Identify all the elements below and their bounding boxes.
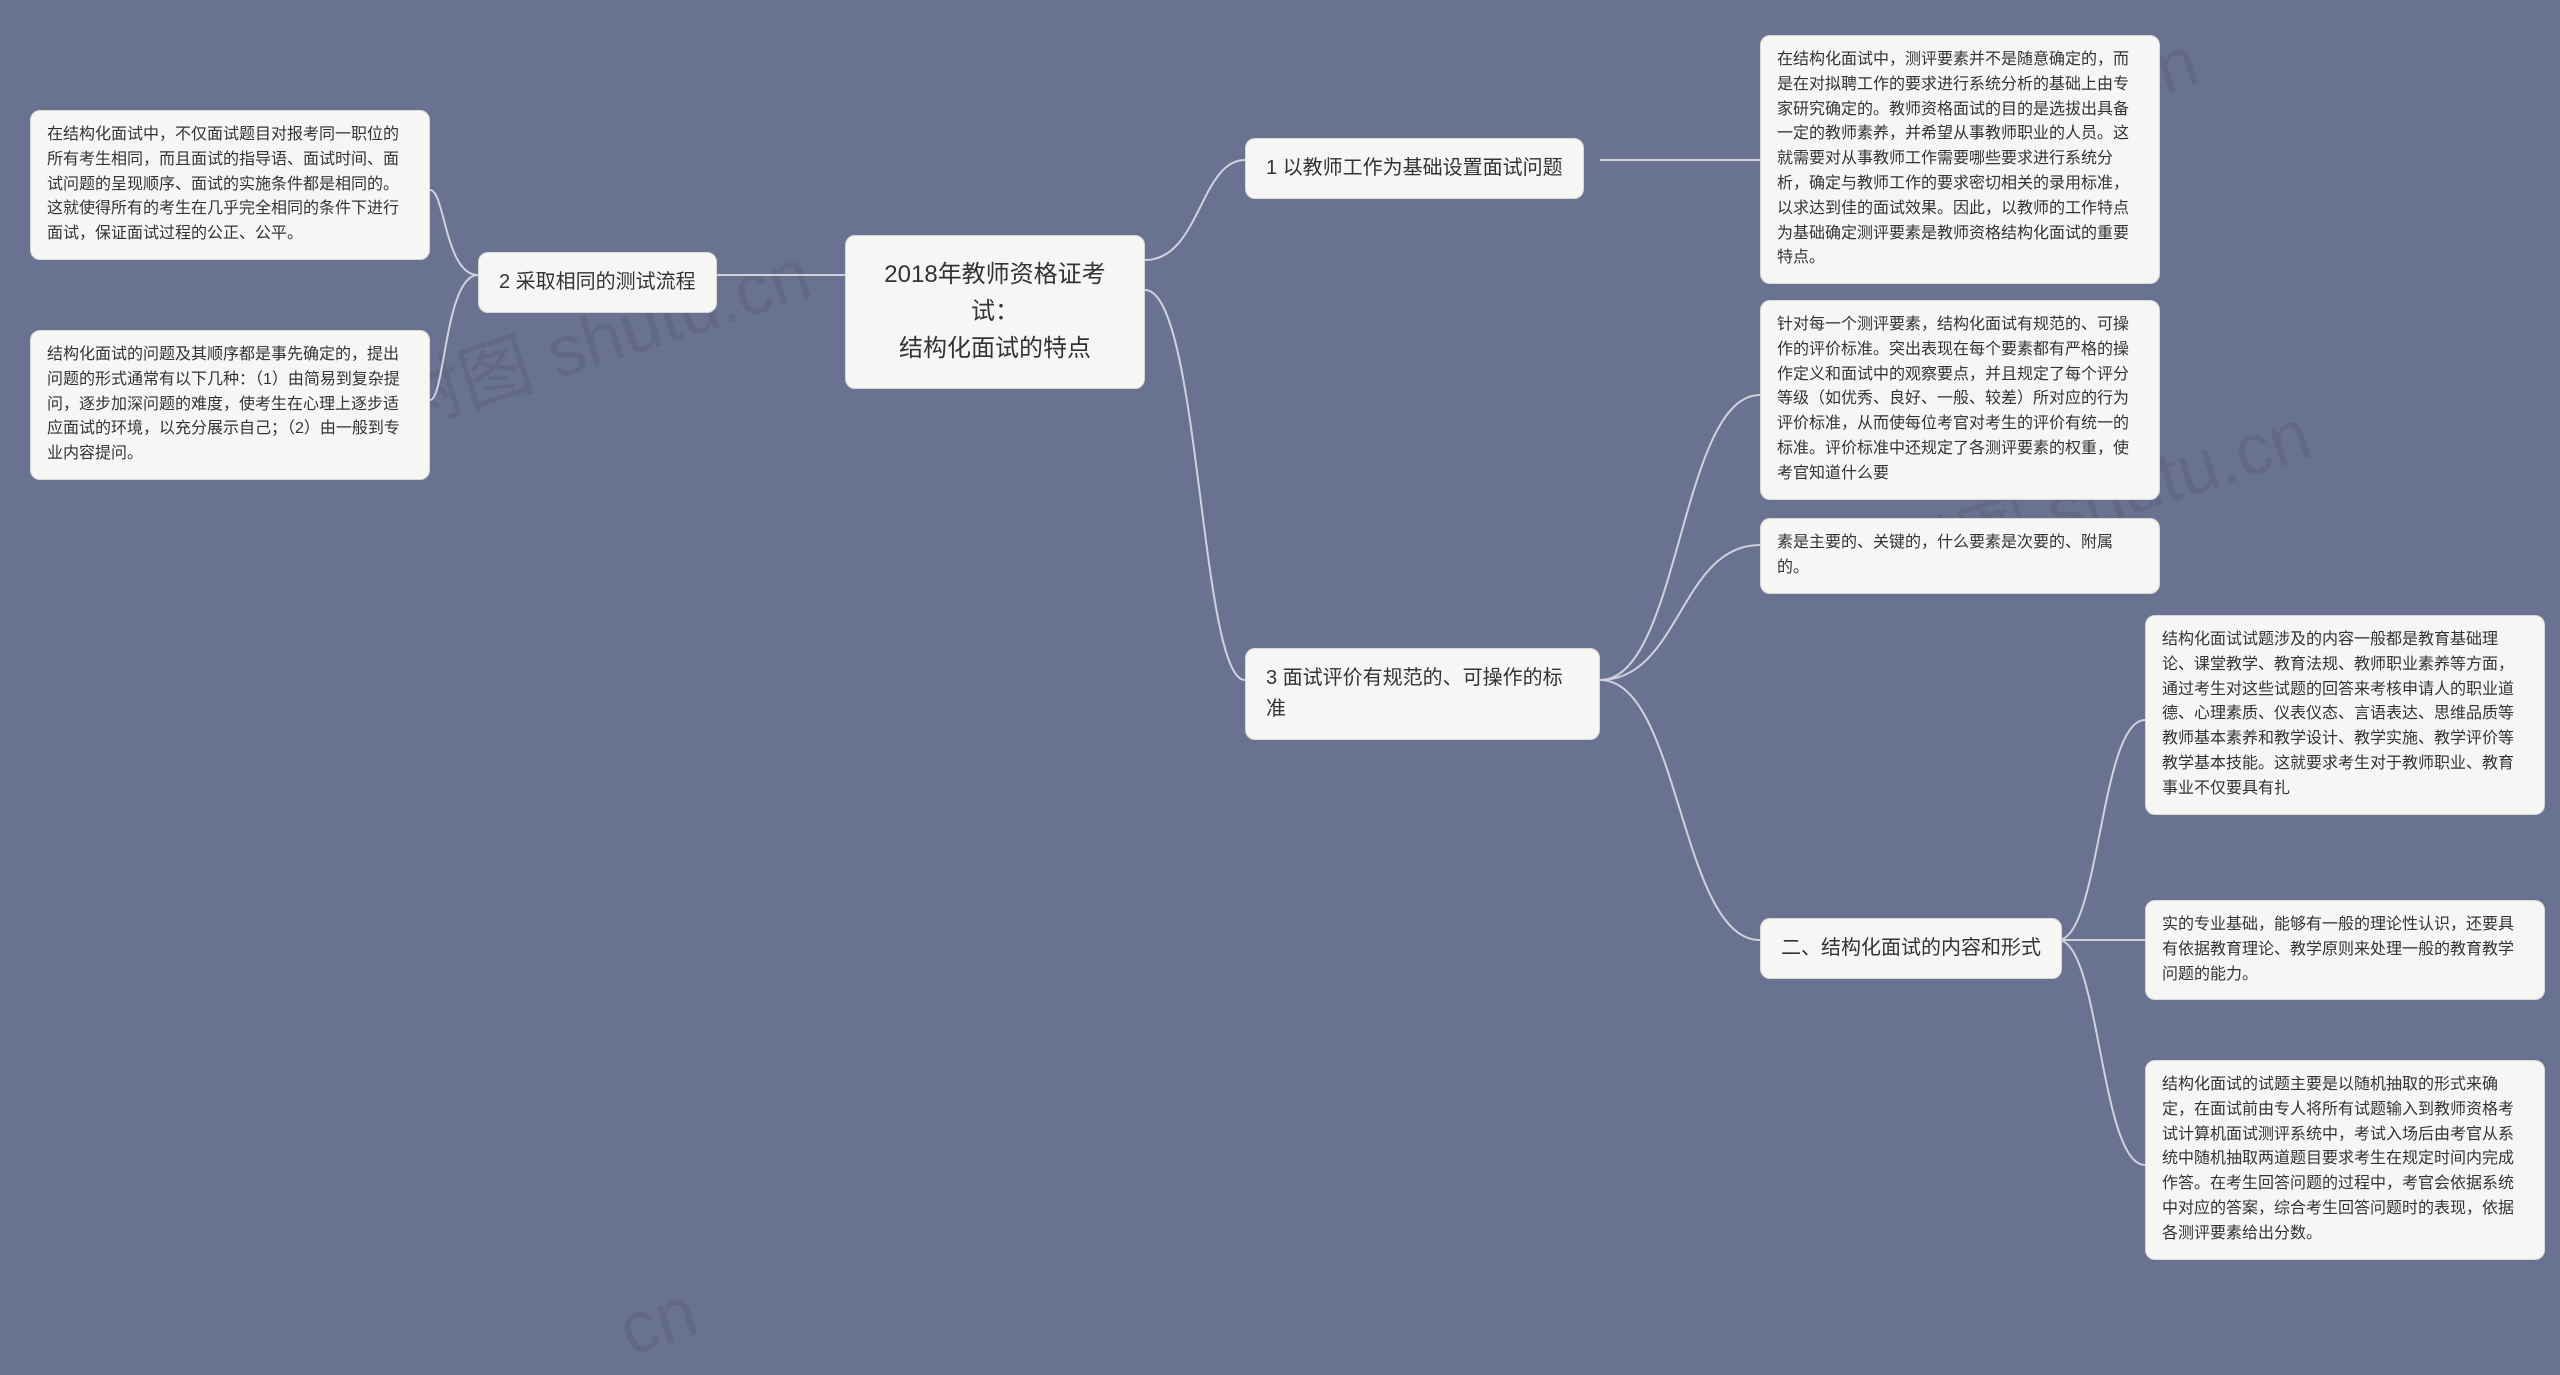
branch-2-leaf-2[interactable]: 结构化面试的问题及其顺序都是事先确定的，提出问题的形式通常有以下几种：（1）由简… (30, 330, 430, 480)
branch-2[interactable]: 2 采取相同的测试流程 (478, 252, 717, 313)
branch-3[interactable]: 3 面试评价有规范的、可操作的标准 (1245, 648, 1600, 740)
branch-3-sub-leaf-2[interactable]: 实的专业基础，能够有一般的理论性认识，还要具有依据教育理论、教学原则来处理一般的… (2145, 900, 2545, 1000)
watermark: 树图 shutu.cn (374, 215, 821, 450)
branch-3-leaf-1[interactable]: 针对每一个测评要素，结构化面试有规范的、可操作的评价标准。突出表现在每个要素都有… (1760, 300, 2160, 500)
watermark: cn (609, 1270, 707, 1371)
root-title-line1: 2018年教师资格证考试： (874, 256, 1116, 330)
branch-3-leaf-2[interactable]: 素是主要的、关键的，什么要素是次要的、附属的。 (1760, 518, 2160, 594)
root-node[interactable]: 2018年教师资格证考试： 结构化面试的特点 (845, 235, 1145, 389)
branch-3-sub-leaf-1[interactable]: 结构化面试试题涉及的内容一般都是教育基础理论、课堂教学、教育法规、教师职业素养等… (2145, 615, 2545, 815)
branch-3-label: 3 面试评价有规范的、可操作的标准 (1266, 667, 1563, 720)
root-title-line2: 结构化面试的特点 (874, 330, 1116, 367)
branch-1[interactable]: 1 以教师工作为基础设置面试问题 (1245, 138, 1584, 199)
branch-3-sub[interactable]: 二、结构化面试的内容和形式 (1760, 918, 2062, 979)
branch-1-leaf-1[interactable]: 在结构化面试中，测评要素并不是随意确定的，而是在对拟聘工作的要求进行系统分析的基… (1760, 35, 2160, 284)
branch-2-leaf-1[interactable]: 在结构化面试中，不仅面试题目对报考同一职位的所有考生相同，而且面试的指导语、面试… (30, 110, 430, 260)
branch-3-sub-leaf-3[interactable]: 结构化面试的试题主要是以随机抽取的形式来确定，在面试前由专人将所有试题输入到教师… (2145, 1060, 2545, 1260)
